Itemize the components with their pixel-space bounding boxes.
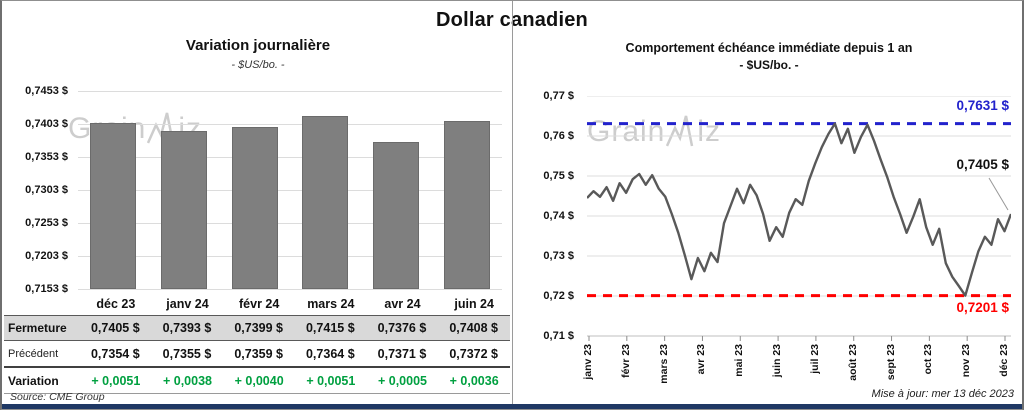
- value-cell: 0,7364 $: [305, 346, 355, 361]
- bar-chart-y-axis: 0,7453 $ 0,7403 $ 0,7353 $ 0,7303 $ 0,7253 $…: [4, 85, 68, 295]
- value-cell: + 0,0038: [162, 373, 212, 388]
- bar-series: [78, 91, 502, 289]
- x-tick-label: juil 23: [808, 344, 821, 374]
- value-cell: 0,7372 $: [449, 346, 498, 361]
- table-header-row: déc 23 janv 24 févr 24 mars 24 avr 24 juin 24: [4, 292, 510, 315]
- row-label: Fermeture: [8, 321, 67, 335]
- value-cell: + 0,0036: [449, 373, 499, 388]
- bar-chart-plot: Grain iz: [68, 91, 502, 290]
- y-tick-label: 0,72 $: [543, 290, 574, 302]
- bar-chart-title: Variation journalière: [185, 37, 331, 54]
- x-tick-label: févr 23: [619, 344, 632, 378]
- row-label: Variation: [8, 373, 59, 388]
- updated-note: Mise à jour: mer 13 déc 2023: [871, 388, 1014, 400]
- y-tick-label: 0,7253 $: [25, 216, 68, 229]
- page-title: Dollar canadien: [436, 9, 588, 31]
- value-cell: 0,7354 $: [90, 346, 140, 361]
- bar-slot: [149, 91, 220, 289]
- column-header: avr 24: [384, 296, 421, 311]
- x-tick-label: sept 23: [884, 344, 897, 381]
- source-note: Source: CME Group: [10, 391, 105, 403]
- price-line: [587, 122, 1011, 297]
- x-tick-label: avr 23: [695, 344, 708, 375]
- bar-slot: [431, 91, 502, 289]
- y-tick-label: 0,7203 $: [25, 250, 68, 262]
- bar-chart-subtitle: - $US/bo. -: [231, 59, 285, 71]
- value-cell: 0,7359 $: [234, 346, 283, 361]
- line-chart-x-axis: janv 23 févr 23 mars 23 avr 23 mai 23 juin 23…: [582, 342, 1011, 394]
- gridline: [78, 123, 502, 125]
- value-cell: 0,7405 $: [90, 321, 140, 335]
- value-cell: + 0,0040: [234, 373, 284, 388]
- last-value-label: 0,7405 $: [956, 157, 1009, 172]
- x-tick-label: janv 23: [582, 344, 594, 380]
- value-cell: 0,7376 $: [377, 321, 427, 335]
- max-value-label: 0,7631 $: [956, 98, 1009, 113]
- y-tick-label: 0,77 $: [543, 90, 574, 102]
- value-cell: 0,7408 $: [449, 321, 498, 335]
- y-tick-label: 0,7153 $: [25, 283, 68, 295]
- x-tick-label: mai 23: [733, 344, 746, 377]
- gridline: [78, 91, 502, 92]
- gridline: [78, 156, 502, 158]
- x-tick-label: nov 23: [960, 344, 973, 378]
- panel-divider: [512, 1, 513, 404]
- line-chart-subtitle: - $US/bo. -: [739, 58, 799, 72]
- line-chart-svg: [587, 96, 1011, 341]
- annotation-leader-line: [988, 177, 1009, 211]
- y-tick-label: 0,7353 $: [25, 150, 68, 163]
- bar-avr 24: [373, 141, 420, 289]
- gridline: [78, 190, 502, 191]
- y-tick-label: 0,75 $: [543, 169, 574, 182]
- value-cell: + 0,0005: [377, 373, 427, 388]
- x-tick-label: août 23: [846, 344, 859, 381]
- y-tick-label: 0,76 $: [543, 129, 574, 142]
- column-header: févr 24: [239, 296, 280, 311]
- column-header: mars 24: [307, 296, 355, 311]
- y-tick-label: 0,73 $: [543, 249, 574, 262]
- y-tick-label: 0,7403 $: [25, 117, 68, 130]
- price-table: déc 23 janv 24 févr 24 mars 24 avr 24 juin 24…: [4, 292, 510, 394]
- table-row-previous: Précédent 0,7354 $ 0,7355 $ 0,7359 $ 0,7364 …: [4, 341, 510, 368]
- table-row-closing: Fermeture 0,7405 $ 0,7393 $ 0,7399 $ 0,7415 …: [4, 315, 510, 341]
- y-tick-label: 0,74 $: [543, 210, 574, 222]
- gridline: [78, 256, 502, 257]
- bar-slot: [290, 91, 361, 289]
- value-cell: + 0,0051: [91, 373, 141, 388]
- bar-déc 23: [90, 122, 137, 289]
- bar-slot: [361, 91, 432, 289]
- line-chart-title: Comportement échéance immédiate depuis 1…: [625, 41, 913, 55]
- value-cell: 0,7415 $: [305, 321, 355, 335]
- bar-janv 24: [161, 130, 207, 289]
- x-tick-label: déc 23: [998, 344, 1010, 377]
- column-header: déc 23: [96, 296, 136, 311]
- gridline: [78, 289, 502, 290]
- bar-slot: [219, 91, 290, 289]
- value-cell: + 0,0051: [306, 373, 356, 388]
- bar-juin 24: [443, 120, 490, 289]
- line-chart-plot: Grain iz 0,7631 $ 0,7201 $ 0,7405 $: [587, 96, 1011, 341]
- line-chart-y-axis: 0,77 $ 0,76 $ 0,75 $ 0,74 $ 0,73 $ 0,72 $ 0,71…: [516, 90, 574, 342]
- x-tick-label: juin 23: [771, 344, 784, 378]
- value-cell: 0,7393 $: [162, 321, 212, 335]
- min-value-label: 0,7201 $: [956, 300, 1009, 315]
- y-tick-label: 0,71 $: [543, 330, 574, 342]
- y-tick-label: 0,7453 $: [25, 85, 68, 97]
- bottom-accent-bar: [2, 404, 1022, 409]
- x-tick-label: oct 23: [922, 344, 935, 375]
- y-tick-label: 0,7303 $: [25, 184, 68, 196]
- bar-févr 24: [231, 126, 278, 289]
- table-row-variation: Variation + 0,0051 + 0,0038 + 0,0040 + 0,005…: [4, 368, 510, 394]
- bar-mars 24: [302, 116, 349, 289]
- value-cell: 0,7355 $: [162, 346, 212, 361]
- value-cell: 0,7399 $: [234, 321, 283, 335]
- column-header: janv 24: [166, 296, 209, 311]
- value-cell: 0,7371 $: [377, 346, 427, 361]
- column-header: juin 24: [454, 296, 494, 311]
- gridline: [78, 222, 502, 224]
- row-label: Précédent: [8, 347, 59, 360]
- bar-slot: [78, 91, 149, 289]
- x-tick-label: mars 23: [657, 344, 670, 384]
